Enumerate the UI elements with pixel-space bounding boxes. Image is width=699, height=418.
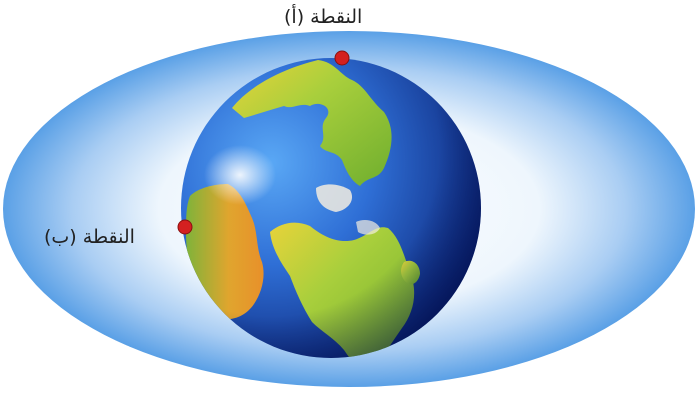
point-a-marker bbox=[334, 50, 350, 66]
point-b-marker bbox=[177, 219, 193, 235]
earth-globe bbox=[181, 58, 481, 358]
point-a-label: النقطة (أ) bbox=[284, 6, 363, 28]
point-b-label: النقطة (ب) bbox=[44, 226, 135, 248]
